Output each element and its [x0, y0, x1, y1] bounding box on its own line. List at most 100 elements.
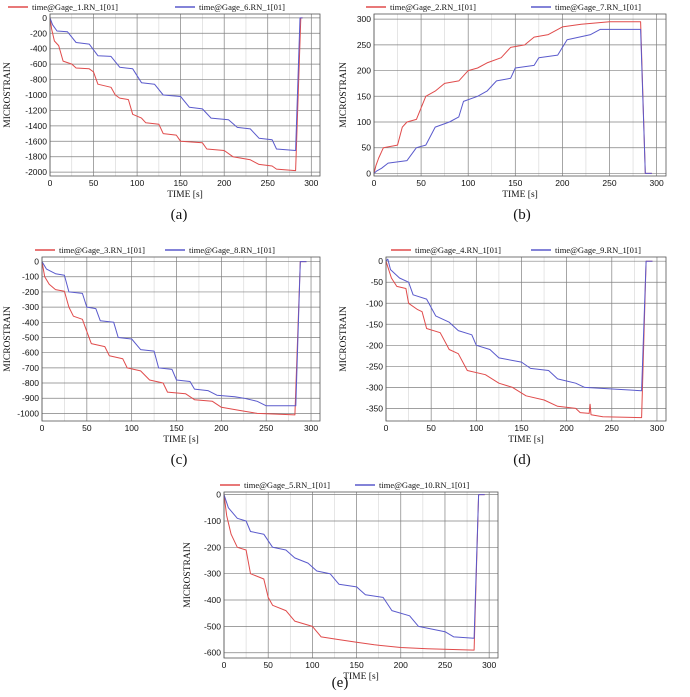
- plot-area-b: [374, 14, 666, 176]
- y-tick-label-c: -500: [22, 332, 39, 342]
- y-tick-label-b: 200: [357, 66, 371, 76]
- legend-label-d-1: time@Gage_4.RN_1[01]: [415, 245, 501, 255]
- chart-panel-b: time@Gage_2.RN_1[01] time@Gage_7.RN_1[01]…: [336, 0, 676, 205]
- x-tick-label-c: 300: [304, 423, 318, 433]
- chart-b: time@Gage_2.RN_1[01] time@Gage_7.RN_1[01]…: [339, 2, 667, 200]
- caption-e: (e): [331, 675, 349, 691]
- y-tick-label-d: -200: [366, 340, 383, 350]
- series-line-a-1: [49, 17, 303, 172]
- chart-panel-a: time@Gage_1.RN_1[01] time@Gage_6.RN_1[01]…: [0, 0, 330, 205]
- series-line-c-2: [41, 261, 307, 407]
- plot-frame-c: [41, 256, 321, 422]
- x-tick-label-b: 0: [372, 178, 377, 188]
- y-tick-label-c: 0: [34, 257, 39, 267]
- x-tick-label-c: 200: [214, 423, 228, 433]
- x-axis-title-d: TIME [s]: [508, 435, 544, 445]
- y-tick-label-d: -350: [366, 403, 383, 413]
- series-line-d-2: [385, 258, 653, 392]
- x-tick-label-b: 100: [461, 178, 475, 188]
- x-tick-label-a: 150: [174, 178, 188, 188]
- x-axis-title-a: TIME [s]: [167, 190, 203, 200]
- series-line-c-1: [41, 261, 307, 416]
- y-tick-label-e: -300: [204, 569, 221, 579]
- y-tick-label-c: -700: [22, 363, 39, 373]
- caption-b: (b): [513, 207, 531, 223]
- y-axis-title-d: MICROSTRAIN: [339, 306, 349, 372]
- series-line-a-2: [49, 17, 303, 151]
- y-tick-label-c: -200: [22, 287, 39, 297]
- chart-d: time@Gage_4.RN_1[01] time@Gage_9.RN_1[01]…: [339, 245, 667, 445]
- plot-area-d: [386, 257, 666, 421]
- x-tick-label-e: 0: [222, 660, 227, 670]
- caption-a: (a): [170, 207, 188, 223]
- y-tick-label-b: 300: [357, 14, 371, 24]
- y-tick-label-e: -500: [204, 621, 221, 631]
- chart-e: time@Gage_5.RN_1[01] time@Gage_10.RN_1[01…: [183, 480, 499, 682]
- y-tick-label-e: -600: [204, 648, 221, 658]
- legend-label-c-2: time@Gage_8.RN_1[01]: [189, 245, 275, 255]
- y-tick-label-d: -150: [366, 319, 383, 329]
- y-axis-title-e: MICROSTRAIN: [183, 542, 193, 608]
- legend-label-a-1: time@Gage_1.RN_1[01]: [32, 2, 118, 12]
- y-tick-label-e: 0: [216, 490, 221, 500]
- x-tick-label-e: 200: [394, 660, 408, 670]
- y-tick-label-c: -100: [22, 272, 39, 282]
- x-tick-label-a: 100: [130, 178, 144, 188]
- y-tick-label-a: -1400: [25, 121, 47, 131]
- legend-label-d-2: time@Gage_9.RN_1[01]: [555, 245, 641, 255]
- y-tick-label-d: -250: [366, 361, 383, 371]
- legend-label-a-2: time@Gage_6.RN_1[01]: [199, 2, 285, 12]
- y-tick-label-d: 0: [378, 256, 383, 266]
- y-tick-label-c: -600: [22, 348, 39, 358]
- series-line-e-2: [223, 494, 485, 639]
- y-axis-title-b: MICROSTRAIN: [339, 62, 349, 128]
- y-tick-label-a: -400: [30, 44, 47, 54]
- x-tick-label-b: 200: [555, 178, 569, 188]
- caption-d: (d): [513, 452, 531, 468]
- y-tick-label-a: -800: [30, 75, 47, 85]
- plot-frame-e: [223, 491, 499, 659]
- x-axis-title-e: TIME [s]: [343, 672, 379, 682]
- y-tick-label-e: -100: [204, 516, 221, 526]
- y-tick-label-c: -800: [22, 378, 39, 388]
- y-tick-label-a: -1000: [25, 90, 47, 100]
- x-tick-label-b: 300: [649, 178, 663, 188]
- plot-frame-d: [385, 256, 667, 422]
- x-tick-label-c: 100: [125, 423, 139, 433]
- y-tick-label-d: -50: [371, 277, 384, 287]
- y-tick-label-e: -400: [204, 595, 221, 605]
- x-tick-label-e: 300: [482, 660, 496, 670]
- y-tick-label-a: -1600: [25, 136, 47, 146]
- x-tick-label-e: 50: [263, 660, 273, 670]
- y-axis-title-a: MICROSTRAIN: [3, 62, 13, 128]
- chart-panel-e: time@Gage_5.RN_1[01] time@Gage_10.RN_1[01…: [180, 478, 510, 682]
- y-tick-label-a: 0: [42, 13, 47, 23]
- x-tick-label-b: 50: [416, 178, 426, 188]
- y-tick-label-a: -200: [30, 28, 47, 38]
- legend-label-b-1: time@Gage_2.RN_1[01]: [390, 2, 476, 12]
- chart-c: time@Gage_3.RN_1[01] time@Gage_8.RN_1[01]…: [3, 245, 321, 445]
- x-tick-label-c: 150: [169, 423, 183, 433]
- x-tick-label-d: 200: [560, 423, 574, 433]
- chart-panel-c: time@Gage_3.RN_1[01] time@Gage_8.RN_1[01]…: [0, 237, 330, 447]
- y-tick-label-c: -1000: [17, 408, 39, 418]
- x-tick-label-d: 250: [605, 423, 619, 433]
- y-tick-label-b: 50: [362, 143, 372, 153]
- legend-label-b-2: time@Gage_7.RN_1[01]: [555, 2, 641, 12]
- x-tick-label-d: 300: [650, 423, 664, 433]
- y-axis-title-c: MICROSTRAIN: [3, 306, 13, 372]
- y-tick-label-b: 100: [357, 117, 371, 127]
- y-tick-label-b: 150: [357, 91, 371, 101]
- y-tick-label-e: -200: [204, 542, 221, 552]
- y-tick-label-d: -100: [366, 298, 383, 308]
- x-tick-label-e: 150: [349, 660, 363, 670]
- x-axis-title-c: TIME [s]: [163, 435, 199, 445]
- series-line-b-2: [373, 28, 652, 174]
- y-tick-label-c: -300: [22, 302, 39, 312]
- y-tick-label-a: -1200: [25, 105, 47, 115]
- plot-frame-a: [49, 13, 321, 177]
- x-tick-label-e: 100: [305, 660, 319, 670]
- series-line-e-1: [223, 494, 485, 651]
- x-tick-label-a: 200: [217, 178, 231, 188]
- y-tick-label-b: 0: [366, 168, 371, 178]
